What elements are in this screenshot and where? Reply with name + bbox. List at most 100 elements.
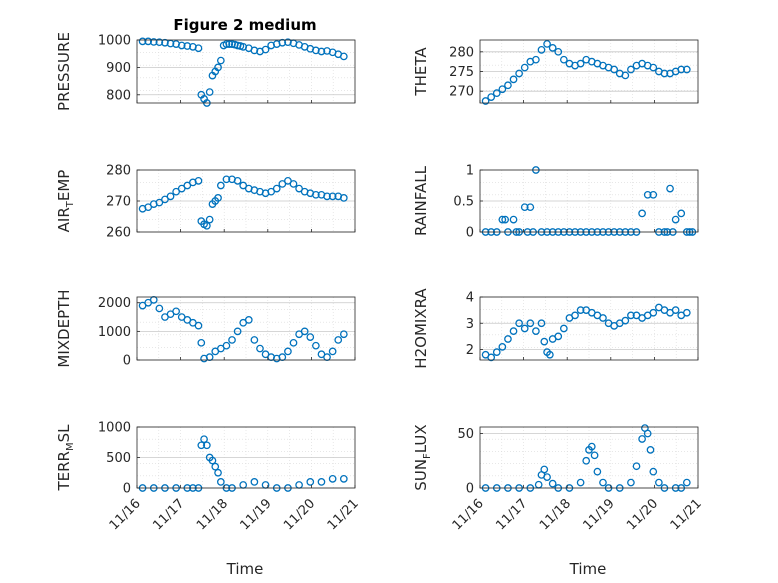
data-point <box>546 350 554 359</box>
data-point <box>317 478 326 486</box>
data-point <box>272 184 281 193</box>
y-tick-label: 0 <box>466 482 474 497</box>
data-point <box>194 321 203 330</box>
data-point <box>222 175 231 184</box>
data-point <box>216 181 225 190</box>
data-point <box>677 65 686 74</box>
y-axis-label: RAINFALL <box>412 165 430 236</box>
data-point <box>214 63 222 72</box>
data-point <box>172 187 180 196</box>
data-point <box>183 42 192 50</box>
data-point <box>582 456 591 465</box>
data-point <box>504 81 512 90</box>
data-point <box>183 181 192 190</box>
data-point <box>306 333 315 341</box>
data-point <box>208 456 217 465</box>
subplot-5: 2000 1000 0 MIXDEPTH <box>55 289 356 369</box>
data-point <box>498 215 507 224</box>
data-point <box>239 181 248 190</box>
data-point <box>317 47 326 56</box>
data-point <box>487 353 496 362</box>
data-point <box>222 341 231 350</box>
data-point <box>328 192 337 201</box>
data-point <box>627 65 635 74</box>
y-axis-label-tail: EMP <box>55 170 73 201</box>
data-point <box>233 327 242 336</box>
data-point <box>149 38 158 46</box>
y-axis-label: TERRMSL <box>55 424 76 492</box>
x-tick-label: 11/17 <box>493 496 530 533</box>
data-point <box>501 215 510 224</box>
subplot-4: 1 0.5 0 RAINFALL <box>412 164 699 241</box>
y-axis-label: H2OMIXRA <box>412 288 430 369</box>
data-point <box>203 221 211 230</box>
data-point <box>655 478 663 487</box>
data-point <box>554 47 563 56</box>
y-tick-label: 280 <box>106 164 131 179</box>
data-point <box>334 336 343 344</box>
y-tick-label: 280 <box>449 45 474 60</box>
data-point <box>593 467 602 476</box>
data-point <box>610 65 619 74</box>
data-point <box>144 37 153 46</box>
data-point <box>261 45 270 54</box>
data-point <box>649 63 658 72</box>
data-point <box>682 308 691 317</box>
data-point <box>211 462 220 471</box>
y-tick-label: 2000 <box>98 296 131 311</box>
y-tick-label: 900 <box>106 61 131 76</box>
data-point <box>646 446 655 454</box>
y-axis-label-main: AIR <box>55 207 73 232</box>
data-point <box>548 479 557 488</box>
subplot-1: 1000 900 800 PRESSURE <box>55 32 356 111</box>
data-point <box>194 44 203 53</box>
data-point <box>205 88 214 96</box>
data-point <box>155 198 164 207</box>
data-point <box>571 311 579 320</box>
x-tick-label: 11/19 <box>238 496 275 533</box>
data-point <box>677 209 686 218</box>
data-point <box>289 338 298 347</box>
data-point <box>323 353 331 361</box>
x-tick-label: 11/20 <box>624 496 661 533</box>
y-tick-label: 0 <box>123 482 131 497</box>
y-axis-label-subscript: T <box>65 200 76 208</box>
y-tick-label: 500 <box>106 451 131 466</box>
y-tick-label: 50 <box>457 427 474 442</box>
data-point <box>197 441 206 450</box>
data-point <box>323 192 331 201</box>
y-tick-label: 0 <box>123 354 131 369</box>
data-point <box>509 75 518 84</box>
data-point <box>526 319 535 328</box>
y-axis-label-subscript: M <box>65 442 76 451</box>
data-point <box>306 478 315 486</box>
data-point <box>537 45 546 54</box>
data-point <box>649 308 658 317</box>
data-point <box>532 55 540 64</box>
data-point <box>328 347 337 356</box>
data-point <box>225 40 234 48</box>
data-point <box>554 332 563 341</box>
data-point <box>194 177 203 185</box>
y-axis-label-main: H2OMIXRA <box>412 288 430 369</box>
data-point <box>289 180 298 188</box>
y-axis-label-main: SUN <box>412 459 430 491</box>
y-tick-label: 2 <box>466 343 474 358</box>
data-point <box>632 462 641 471</box>
data-point <box>638 435 646 443</box>
data-point <box>540 337 549 346</box>
data-point <box>177 41 186 50</box>
y-tick-label: 270 <box>449 85 474 100</box>
data-point <box>498 85 507 94</box>
data-point <box>643 190 652 199</box>
y-axis-label-main: PRESSURE <box>55 32 73 111</box>
data-point <box>216 478 225 486</box>
data-point <box>328 474 337 483</box>
y-tick-label: 3 <box>466 317 474 332</box>
subplot-7: 1000 500 011/16 11/17 11/18 11/19 11/20 11/21 TE… <box>55 421 362 534</box>
x-tick-label: 11/19 <box>581 496 618 533</box>
data-point <box>205 215 214 224</box>
data-point <box>487 93 496 101</box>
y-axis-label: MIXDEPTH <box>55 289 73 367</box>
data-point <box>149 296 158 304</box>
